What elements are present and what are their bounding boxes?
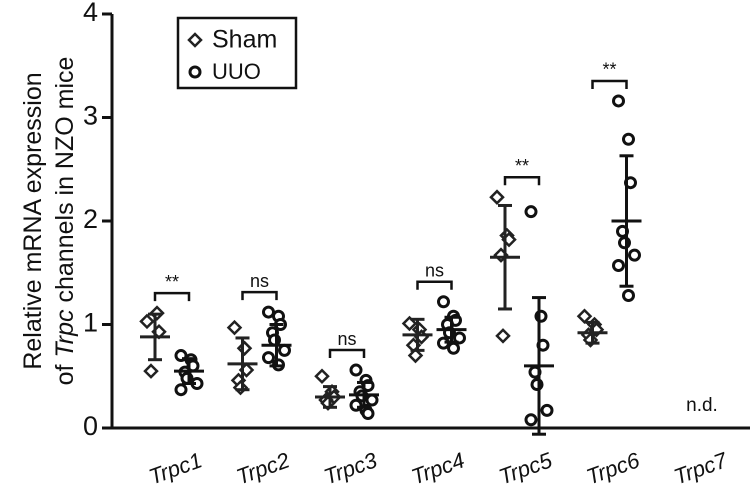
legend: Sham UUO bbox=[176, 16, 298, 90]
nd-label: n.d. bbox=[686, 395, 718, 416]
significance-bracket bbox=[416, 280, 453, 290]
data-point bbox=[628, 248, 641, 262]
x-tick-label: Trpc3 bbox=[320, 447, 381, 489]
data-point bbox=[612, 94, 625, 108]
data-point bbox=[576, 308, 593, 324]
significance-bracket bbox=[153, 291, 191, 302]
x-tick-label: Trpc2 bbox=[233, 447, 293, 489]
y-tick-label: 0 bbox=[83, 411, 98, 441]
y-label-part: Trpc bbox=[51, 309, 79, 358]
data-point bbox=[278, 343, 291, 357]
data-point bbox=[139, 313, 155, 330]
data-point bbox=[262, 351, 275, 365]
significance-label: ns bbox=[425, 260, 444, 280]
significance-bracket bbox=[503, 175, 541, 186]
data-point bbox=[226, 319, 243, 336]
significance-label: ns bbox=[337, 329, 356, 349]
data-point bbox=[524, 205, 538, 219]
y-tick-label: 2 bbox=[83, 204, 98, 234]
significance-label: ** bbox=[515, 156, 529, 176]
significance-label: ns bbox=[250, 271, 269, 291]
significance-label: ** bbox=[602, 60, 616, 80]
data-point bbox=[143, 363, 159, 379]
data-point bbox=[437, 295, 450, 309]
legend-marker bbox=[188, 65, 202, 79]
data-point bbox=[453, 331, 466, 345]
data-point bbox=[365, 393, 379, 407]
significance-label: ** bbox=[165, 272, 179, 292]
data-point bbox=[407, 347, 424, 364]
data-point bbox=[236, 340, 253, 357]
data-point bbox=[622, 132, 635, 146]
significance-bracket bbox=[328, 348, 366, 359]
y-label-part: of bbox=[51, 358, 79, 386]
data-point bbox=[622, 289, 635, 303]
x-tick-label: Trpc1 bbox=[145, 447, 205, 489]
data-point bbox=[262, 305, 275, 319]
x-tick-label: Trpc7 bbox=[670, 447, 731, 489]
data-point bbox=[361, 407, 375, 421]
y-axis-label: Relative mRNA expressionof Trpc channels… bbox=[19, 57, 79, 386]
y-tick-label: 4 bbox=[83, 0, 98, 27]
data-point bbox=[540, 403, 554, 417]
significance-bracket bbox=[591, 79, 628, 89]
data-point bbox=[174, 383, 188, 397]
data-point bbox=[447, 341, 460, 355]
data-point bbox=[349, 363, 363, 377]
legend-marker bbox=[187, 32, 203, 48]
data-point bbox=[314, 368, 330, 385]
y-label-part: channels in NZO mice bbox=[51, 57, 79, 310]
legend-label: UUO bbox=[212, 59, 261, 84]
significance-bracket bbox=[241, 290, 278, 301]
data-point bbox=[612, 259, 625, 273]
x-tick-label: Trpc6 bbox=[583, 447, 644, 489]
data-point bbox=[489, 189, 505, 205]
x-tick-label: Trpc4 bbox=[408, 447, 468, 489]
y-label-part: Relative mRNA expression bbox=[19, 72, 47, 369]
y-tick-label: 1 bbox=[83, 308, 98, 338]
data-point bbox=[524, 413, 538, 427]
y-tick-label: 3 bbox=[83, 101, 98, 131]
x-tick-label: Trpc5 bbox=[495, 447, 556, 489]
data-point bbox=[495, 328, 511, 344]
legend-label: Sham bbox=[212, 26, 277, 54]
